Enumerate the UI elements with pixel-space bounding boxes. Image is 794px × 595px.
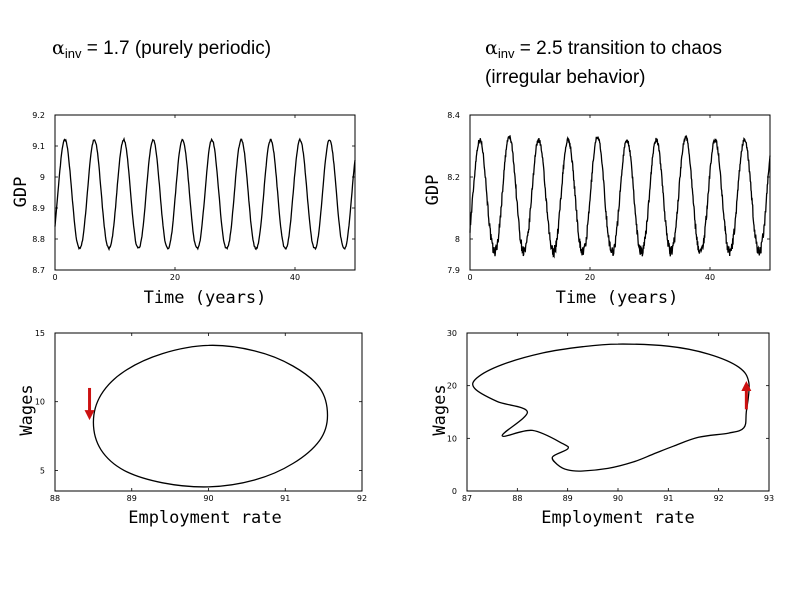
x-tick-label: 92 — [357, 494, 367, 503]
x-tick-label: 0 — [52, 273, 57, 282]
x-tick-label: 88 — [512, 494, 522, 503]
x-tick-label: 0 — [467, 273, 472, 282]
x-axis-label: Time (years) — [144, 288, 267, 308]
series-line — [472, 343, 750, 472]
x-tick-label: 87 — [462, 494, 472, 503]
chart-gdp-periodic: 0 20 40 8.7 8.8 8.9 9 9.1 9.2 Time (years) GDP — [11, 111, 356, 308]
x-tick-label: 90 — [203, 494, 213, 503]
x-tick-label: 40 — [290, 273, 300, 282]
y-tick-label: 8 — [455, 235, 460, 244]
title-chaos-line2: (irregular behavior) — [485, 67, 646, 88]
y-tick-label: 8.2 — [447, 173, 460, 182]
x-tick-label: 88 — [50, 494, 60, 503]
alpha-subscript: inv — [64, 46, 82, 61]
direction-arrow-head — [741, 381, 752, 392]
y-tick-label: 8.4 — [447, 111, 460, 120]
y-tick-label: 10 — [447, 434, 457, 443]
y-tick-label: 5 — [40, 466, 45, 475]
y-axis-label: Wages — [17, 384, 37, 435]
plot-frame — [54, 332, 363, 492]
x-tick-label: 91 — [663, 494, 673, 503]
title-chaos-text: = 2.5 transition to chaos — [514, 38, 723, 59]
chart-phase-periodic: 88 89 90 91 92 5 10 15 Employment rate Wages — [17, 329, 367, 528]
y-tick-label: 20 — [447, 382, 457, 391]
x-tick-label: 93 — [764, 494, 774, 503]
y-axis-label: Wages — [430, 384, 450, 435]
x-tick-label: 91 — [280, 494, 290, 503]
y-tick-label: 10 — [35, 398, 45, 407]
x-tick-label: 89 — [563, 494, 573, 503]
series-line — [92, 344, 329, 488]
x-axis-label: Employment rate — [128, 508, 282, 528]
y-axis-label: GDP — [423, 175, 443, 206]
plot-frame — [466, 332, 770, 492]
chart-gdp-irregular: 0 20 40 7.9 8 8.2 8.4 Time (years) GDP — [423, 111, 771, 308]
title-periodic-text: = 1.7 (purely periodic) — [81, 38, 272, 59]
title-periodic: αinv = 1.7 (purely periodic) — [52, 33, 271, 69]
alpha-symbol: α — [485, 37, 498, 59]
x-tick-label: 92 — [714, 494, 724, 503]
y-tick-label: 15 — [35, 329, 45, 338]
x-axis-label: Time (years) — [556, 288, 679, 308]
y-tick-label: 30 — [447, 329, 457, 338]
x-tick-label: 20 — [585, 273, 595, 282]
y-tick-label: 7.9 — [447, 266, 460, 275]
alpha-symbol: α — [52, 37, 65, 59]
y-tick-label: 9.1 — [32, 142, 45, 151]
title-chaos: αinv = 2.5 transition to chaos — [485, 33, 722, 69]
x-tick-label: 40 — [705, 273, 715, 282]
x-tick-label: 90 — [613, 494, 623, 503]
alpha-subscript: inv — [497, 46, 515, 61]
x-axis-label: Employment rate — [541, 508, 695, 528]
y-tick-label: 8.7 — [32, 266, 45, 275]
chart-phase-irregular: 87 88 89 90 91 92 93 0 10 20 30 Employment rate Wage… — [430, 329, 774, 528]
y-tick-label: 8.9 — [32, 204, 45, 213]
x-tick-label: 20 — [170, 273, 180, 282]
y-axis-label: GDP — [11, 177, 31, 208]
y-tick-label: 0 — [452, 487, 457, 496]
series-line — [54, 136, 356, 252]
series-line — [469, 134, 771, 259]
plot-frame — [469, 114, 771, 271]
direction-arrow-head — [84, 410, 95, 421]
y-tick-label: 8.8 — [32, 235, 45, 244]
y-tick-label: 9.2 — [32, 111, 45, 120]
plot-frame — [54, 114, 356, 271]
x-tick-label: 89 — [127, 494, 137, 503]
y-tick-label: 9 — [40, 173, 45, 182]
